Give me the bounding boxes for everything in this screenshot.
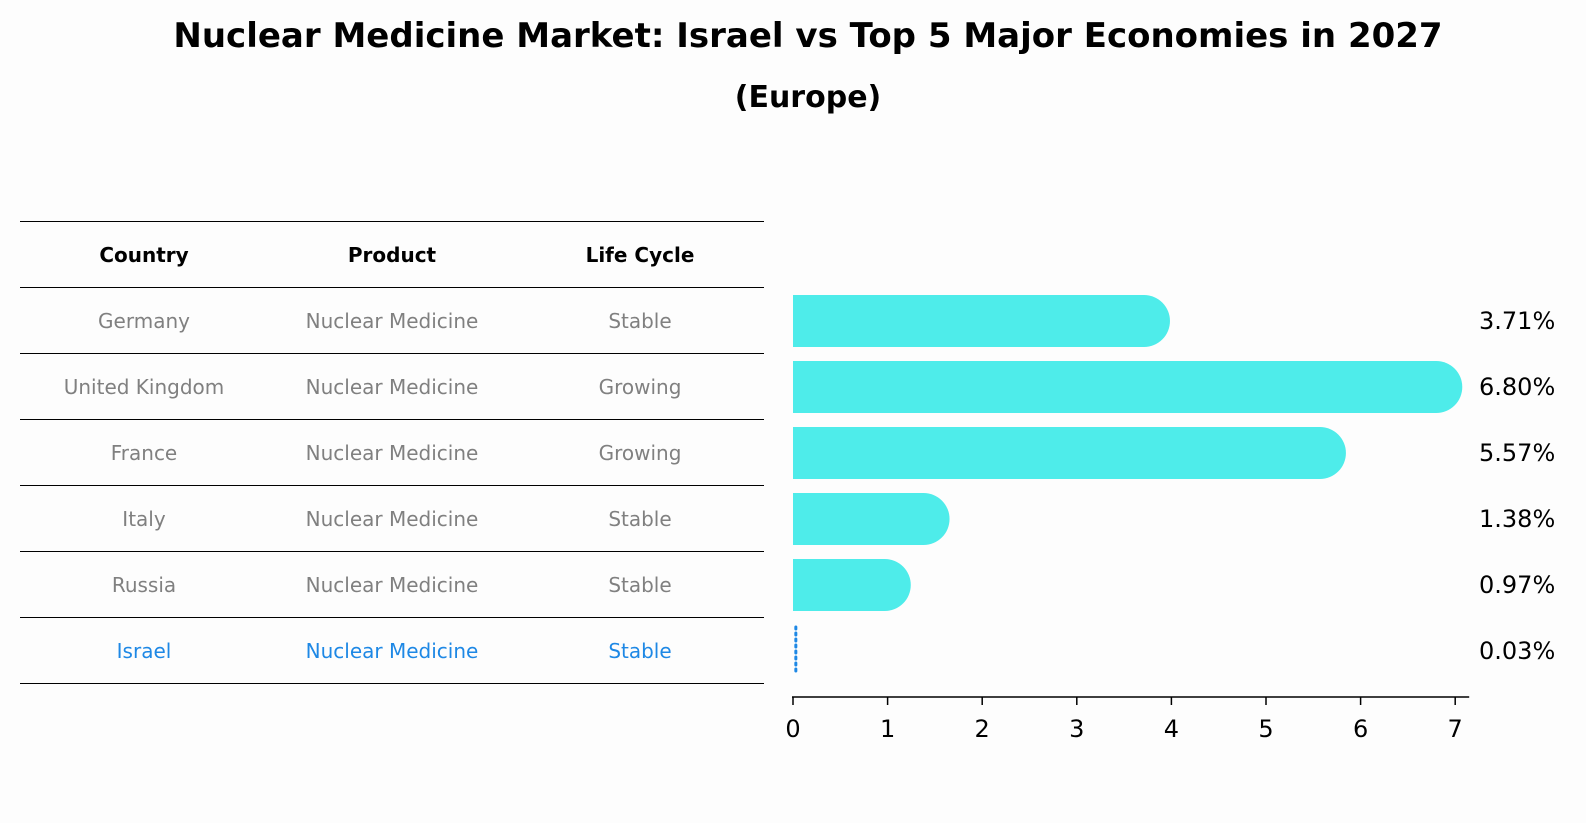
table-header-row: Country Product Life Cycle xyxy=(20,221,764,288)
value-label: 1.38% xyxy=(1479,505,1555,533)
table-row: Russia Nuclear Medicine Stable xyxy=(20,551,764,618)
cell-life-cycle: Growing xyxy=(516,353,764,420)
x-tick-label: 5 xyxy=(1258,715,1273,743)
bar-germany xyxy=(793,295,1170,347)
value-label: 6.80% xyxy=(1479,373,1555,401)
chart-title: Nuclear Medicine Market: Israel vs Top 5… xyxy=(173,16,1443,56)
cell-product: Nuclear Medicine xyxy=(268,419,516,486)
bar-united-kingdom xyxy=(793,361,1463,413)
cell-product: Nuclear Medicine xyxy=(268,287,516,354)
x-tick-label: 6 xyxy=(1353,715,1368,743)
country-table: Country Product Life Cycle Germany Nucle… xyxy=(20,221,764,684)
cell-country: Germany xyxy=(20,287,268,354)
cell-product: Nuclear Medicine xyxy=(268,617,516,684)
x-tick-label: 4 xyxy=(1164,715,1179,743)
table-row: United Kingdom Nuclear Medicine Growing xyxy=(20,353,764,420)
cell-country: United Kingdom xyxy=(20,353,268,420)
table-row: Germany Nuclear Medicine Stable xyxy=(20,287,764,354)
x-tick-label: 1 xyxy=(880,715,895,743)
header-product: Product xyxy=(268,221,516,288)
cell-product: Nuclear Medicine xyxy=(268,353,516,420)
cell-life-cycle: Stable xyxy=(516,485,764,552)
table-row: Italy Nuclear Medicine Stable xyxy=(20,485,764,552)
cell-country: Italy xyxy=(20,485,268,552)
cell-country: France xyxy=(20,419,268,486)
cell-country: Israel xyxy=(20,617,268,684)
value-label: 0.03% xyxy=(1479,637,1555,665)
header-country: Country xyxy=(20,221,268,288)
x-tick-label: 7 xyxy=(1448,715,1463,743)
x-tick-label: 3 xyxy=(1069,715,1084,743)
cell-life-cycle: Stable xyxy=(516,551,764,618)
cell-country: Russia xyxy=(20,551,268,618)
cell-life-cycle: Growing xyxy=(516,419,764,486)
cell-life-cycle: Stable xyxy=(516,287,764,354)
x-tick-label: 2 xyxy=(975,715,990,743)
chart-subtitle: (Europe) xyxy=(734,80,882,115)
bar-france xyxy=(793,427,1346,479)
cell-life-cycle: Stable xyxy=(516,617,764,684)
cell-product: Nuclear Medicine xyxy=(268,551,516,618)
header-life-cycle: Life Cycle xyxy=(516,221,764,288)
value-label: 0.97% xyxy=(1479,571,1555,599)
value-label: 5.57% xyxy=(1479,439,1555,467)
bar-russia xyxy=(793,559,911,611)
value-label: 3.71% xyxy=(1479,307,1555,335)
table-row: France Nuclear Medicine Growing xyxy=(20,419,764,486)
cell-product: Nuclear Medicine xyxy=(268,485,516,552)
table-row-highlight: Israel Nuclear Medicine Stable xyxy=(20,617,764,684)
x-tick-label: 0 xyxy=(785,715,800,743)
bar-italy xyxy=(793,493,950,545)
